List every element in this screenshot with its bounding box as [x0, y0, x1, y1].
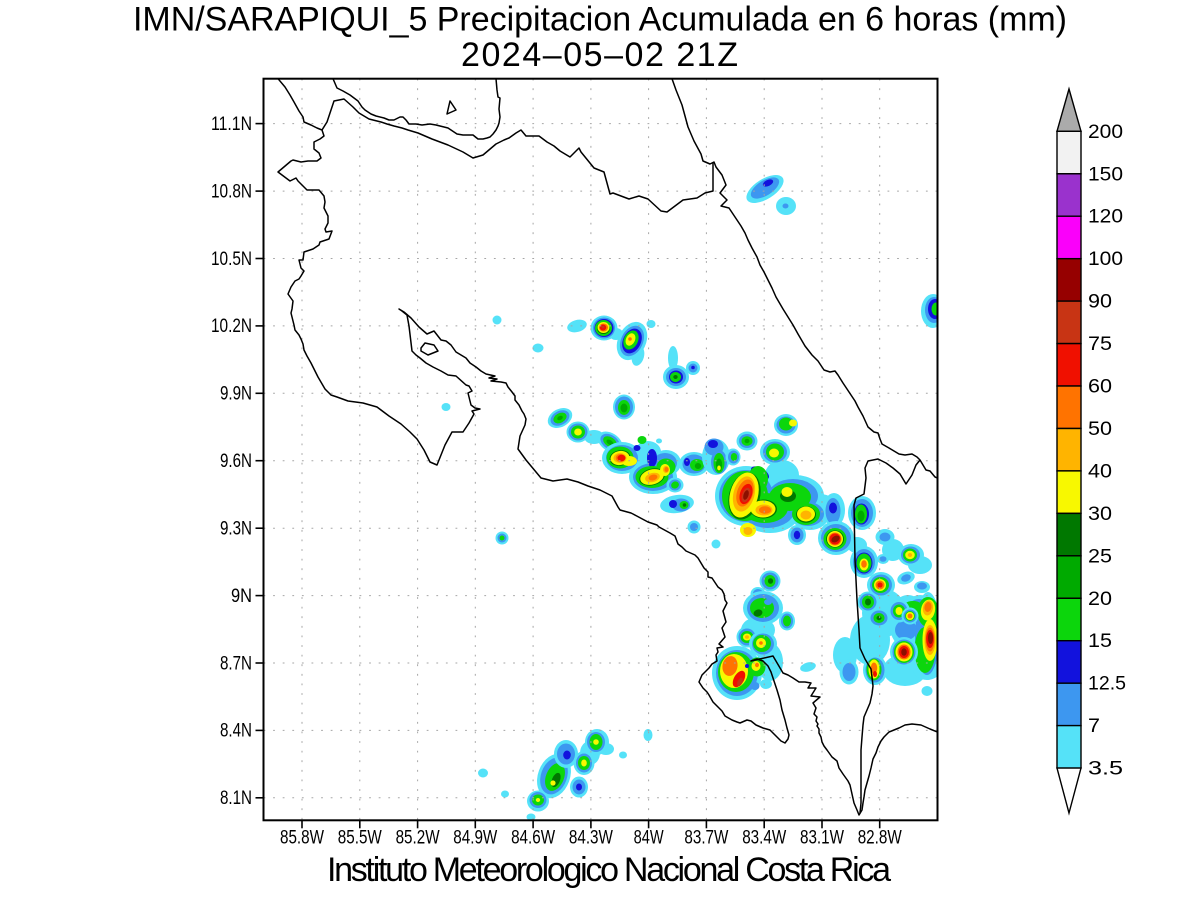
svg-text:84.6W: 84.6W [511, 827, 555, 848]
svg-text:8.1N: 8.1N [220, 788, 252, 809]
svg-text:9N: 9N [231, 586, 252, 607]
svg-text:9.3N: 9.3N [220, 519, 252, 540]
svg-text:3.5: 3.5 [1088, 759, 1123, 780]
svg-text:85.5W: 85.5W [338, 827, 382, 848]
svg-text:84.9W: 84.9W [453, 827, 497, 848]
svg-text:85.8W: 85.8W [280, 827, 324, 848]
svg-text:83.4W: 83.4W [742, 827, 786, 848]
svg-text:83.7W: 83.7W [684, 827, 728, 848]
svg-text:60: 60 [1088, 377, 1112, 398]
svg-text:11.1N: 11.1N [211, 114, 252, 135]
svg-text:82.8W: 82.8W [858, 827, 902, 848]
svg-text:Instituto Meteorologico Nacion: Instituto Meteorologico Nacional Costa R… [327, 851, 891, 889]
svg-text:40: 40 [1088, 461, 1112, 482]
svg-text:9.9N: 9.9N [220, 384, 252, 405]
svg-text:8.4N: 8.4N [220, 721, 252, 742]
svg-text:100: 100 [1088, 249, 1123, 270]
svg-text:20: 20 [1088, 589, 1112, 610]
svg-text:84W: 84W [634, 827, 664, 848]
svg-text:200: 200 [1088, 122, 1123, 143]
svg-text:25: 25 [1088, 546, 1112, 567]
svg-text:15: 15 [1088, 631, 1112, 652]
svg-text:30: 30 [1088, 504, 1112, 525]
svg-text:IMN/SARAPIQUI_5 Precipitacion: IMN/SARAPIQUI_5 Precipitacion Acumulada … [133, 1, 1067, 39]
svg-text:10.8N: 10.8N [211, 181, 252, 202]
svg-text:8.7N: 8.7N [220, 653, 252, 674]
svg-text:90: 90 [1088, 292, 1112, 313]
svg-text:9.6N: 9.6N [220, 451, 252, 472]
svg-text:83.1W: 83.1W [800, 827, 844, 848]
svg-text:150: 150 [1088, 164, 1123, 185]
svg-text:84.3W: 84.3W [569, 827, 613, 848]
svg-text:50: 50 [1088, 419, 1112, 440]
svg-text:85.2W: 85.2W [396, 827, 440, 848]
svg-text:7: 7 [1088, 716, 1100, 737]
svg-text:10.2N: 10.2N [211, 316, 252, 337]
svg-text:120: 120 [1088, 207, 1123, 228]
svg-text:10.5N: 10.5N [211, 249, 252, 270]
svg-text:75: 75 [1088, 334, 1112, 355]
svg-text:12.5: 12.5 [1088, 674, 1126, 695]
svg-text:2024–05–02 21Z: 2024–05–02 21Z [461, 36, 738, 74]
